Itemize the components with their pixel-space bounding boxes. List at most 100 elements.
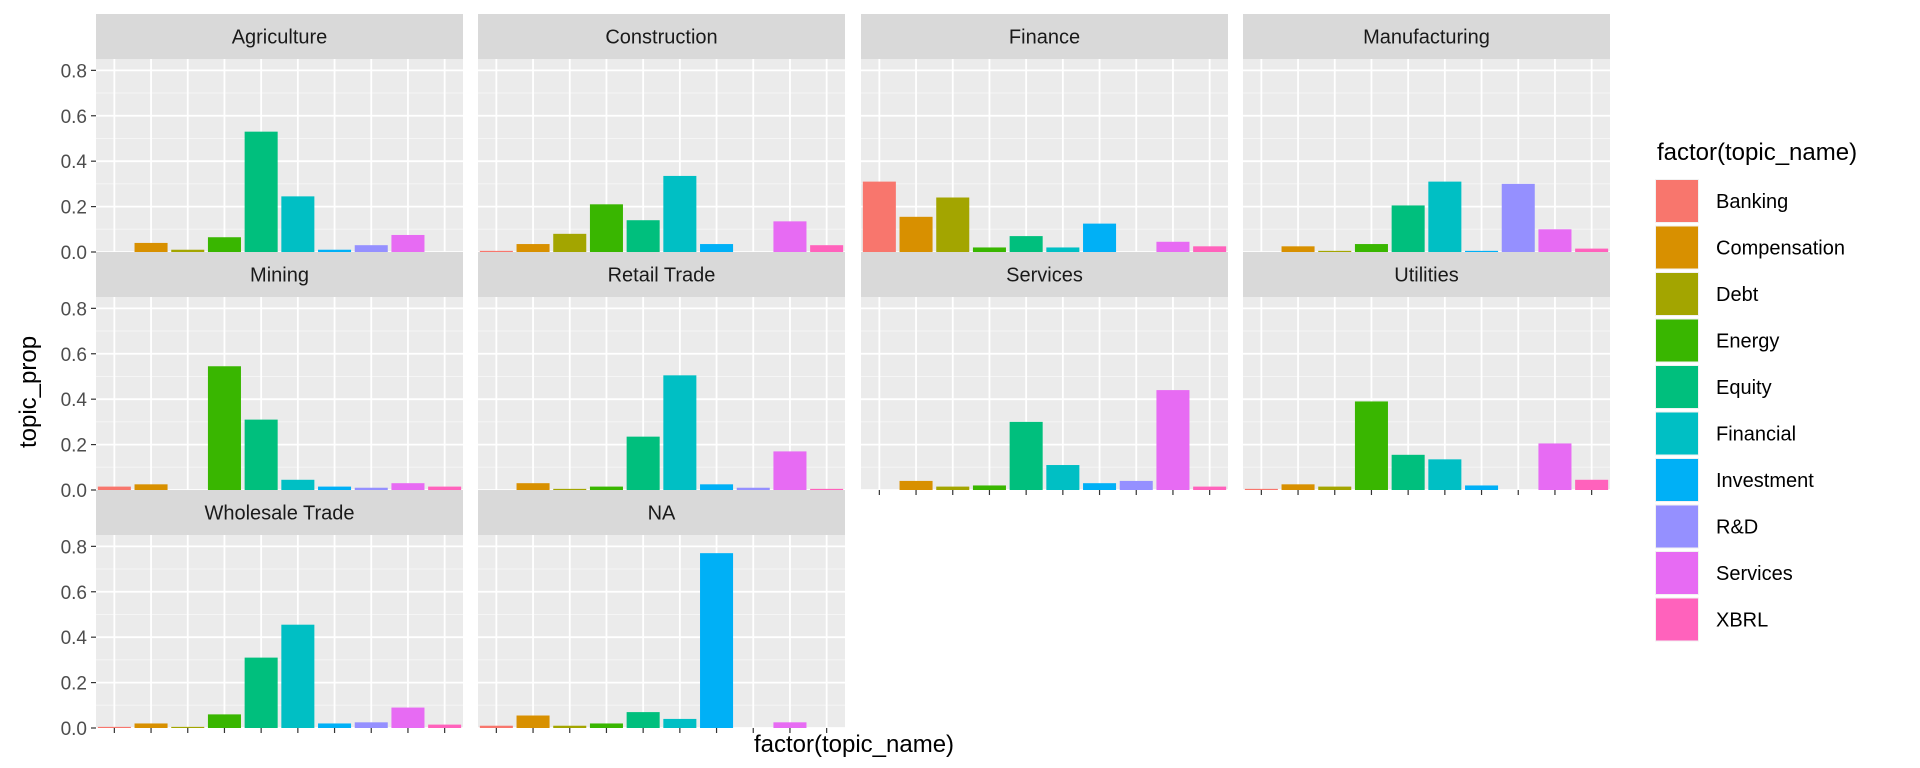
legend-label: Investment xyxy=(1716,470,1814,492)
bar-investment: Investment: 0.02 xyxy=(318,723,352,728)
legend-label: Energy xyxy=(1716,331,1779,353)
facet-strip xyxy=(96,490,463,535)
panel-background xyxy=(478,59,845,252)
bar-compensation: Compensation: 0.035 xyxy=(516,244,550,252)
bar-energy: Energy: 0.02 xyxy=(972,485,1006,490)
legend-key xyxy=(1656,552,1698,594)
y-tick-label: 0.4 xyxy=(61,390,88,411)
bar-xbrl: XBRL: 0.045 xyxy=(1575,479,1609,490)
bar-equity: Equity: 0.31 xyxy=(244,657,278,728)
bar-debt: Debt: 0.01 xyxy=(171,249,205,252)
bar-investment: Investment: 0.005 xyxy=(1465,250,1499,252)
legend-item-energy: Energy xyxy=(1655,318,1779,363)
facet-strip-label: Finance xyxy=(1009,27,1080,49)
bar-financial: Financial: 0.02 xyxy=(1046,247,1080,252)
bar-xbrl: XBRL: 0.03 xyxy=(810,245,844,252)
legend-label: XBRL xyxy=(1716,610,1768,632)
legend-label: Services xyxy=(1716,563,1793,585)
legend-key xyxy=(1656,412,1698,455)
panel-background xyxy=(478,535,845,728)
facet-mining: Mining Banking: 0.015Compensation: 0.025 E… xyxy=(61,252,463,502)
legend-item-xbrl: XBRL xyxy=(1655,597,1768,642)
bar-services: Services: 0.17 xyxy=(773,451,807,490)
legend-title: factor(topic_name) xyxy=(1657,139,1857,166)
y-tick-label: 0.4 xyxy=(61,152,88,173)
facet-strip-label: Retail Trade xyxy=(608,265,716,287)
bar-energy: Energy: 0.015 xyxy=(589,486,623,490)
bar-r-d: R&D: 0.025 xyxy=(354,722,388,728)
y-tick-label: 0.6 xyxy=(61,583,87,604)
bar-energy: Energy: 0.02 xyxy=(972,247,1006,252)
legend-item-r-d: R&D xyxy=(1655,504,1758,549)
bar-services: Services: 0.135 xyxy=(773,221,807,252)
facet-strip-label: Utilities xyxy=(1394,265,1458,287)
facet-strip xyxy=(861,14,1228,59)
bar-compensation: Compensation: 0.04 xyxy=(134,242,168,252)
facet-strip xyxy=(1243,252,1610,297)
bar-r-d: R&D: 0.03 xyxy=(354,245,388,252)
legend-item-banking: Banking xyxy=(1655,179,1788,223)
bar-investment: Investment: 0.02 xyxy=(1465,485,1499,490)
bar-debt: Debt: 0.005 xyxy=(553,488,587,490)
bar-xbrl: XBRL: 0.015 xyxy=(1575,248,1609,252)
legend-key xyxy=(1656,459,1698,501)
legend-key xyxy=(1656,598,1698,641)
bar-equity: Equity: 0.07 xyxy=(626,712,660,728)
bar-energy: Energy: 0.06 xyxy=(207,714,241,728)
facet-agriculture: AgricultureCompensation: 0.04Debt: 0.01E… xyxy=(61,14,463,264)
bar-energy: Energy: 0.035 xyxy=(1354,244,1388,252)
bar-compensation: Compensation: 0.03 xyxy=(516,483,550,490)
y-axis-title: topic_prop xyxy=(15,336,42,448)
bar-compensation: Compensation: 0.055 xyxy=(516,715,550,728)
legend-key xyxy=(1656,273,1698,315)
bar-investment: Investment: 0.025 xyxy=(700,484,734,490)
legend-item-financial: Financial xyxy=(1655,411,1796,456)
bar-services: Services: 0.09 xyxy=(391,707,425,728)
bar-energy: Energy: 0.21 xyxy=(589,204,623,252)
bar-xbrl: XBRL: 0.025 xyxy=(1193,246,1227,252)
y-tick-label: 0.6 xyxy=(61,345,87,366)
bar-equity: Equity: 0.07 xyxy=(1009,236,1043,252)
panel-background xyxy=(96,297,463,490)
panel-background xyxy=(96,59,463,252)
panel-background xyxy=(1243,59,1610,252)
facet-strip-label: Mining xyxy=(250,265,309,287)
facet-strip-label: Manufacturing xyxy=(1363,27,1490,49)
y-tick-label: 0.0 xyxy=(61,719,87,740)
facet-strip-label: NA xyxy=(648,503,676,525)
facet-strip-label: Construction xyxy=(605,27,717,49)
legend-label: Compensation xyxy=(1716,238,1845,260)
facet-strip xyxy=(1243,14,1610,59)
y-tick-label: 0.2 xyxy=(61,436,87,457)
y-tick-label: 0.2 xyxy=(61,674,87,695)
bar-banking: Banking: 0.015 xyxy=(97,486,131,490)
bar-compensation: Compensation: 0.155 xyxy=(899,216,933,252)
legend: factor(topic_name) Banking Compensation De… xyxy=(1655,139,1857,642)
y-tick-label: 0.6 xyxy=(61,107,87,128)
facet-strip xyxy=(478,252,845,297)
legend-item-debt: Debt xyxy=(1655,272,1759,316)
bar-debt: Debt: 0.005 xyxy=(1318,250,1352,252)
legend-key xyxy=(1656,180,1698,222)
facet-finance: Finance Banking: 0.31Compensation: 0.155D… xyxy=(861,14,1228,257)
bar-xbrl: XBRL: 0.015 xyxy=(428,724,462,728)
bar-banking: Banking: 0.005 xyxy=(1244,488,1278,490)
bar-investment: Investment: 0.03 xyxy=(1083,483,1117,490)
bar-investment: Investment: 0.01 xyxy=(318,249,352,252)
bar-financial: Financial: 0.04 xyxy=(663,718,697,728)
legend-key xyxy=(1656,505,1698,548)
bar-financial: Financial: 0.11 xyxy=(1046,465,1080,490)
y-tick-label: 0.2 xyxy=(61,198,87,219)
facet-strip xyxy=(861,252,1228,297)
facet-strip xyxy=(478,490,845,535)
bar-investment: Investment: 0.035 xyxy=(700,244,734,252)
bar-equity: Equity: 0.3 xyxy=(1009,421,1043,490)
facet-construction: Construction Banking: 0.005Compensation: … xyxy=(478,14,845,257)
bar-services: Services: 0.205 xyxy=(1538,443,1572,490)
bar-banking: Banking: 0.005 xyxy=(97,726,131,728)
bar-compensation: Compensation: 0.04 xyxy=(899,480,933,490)
bar-financial: Financial: 0.31 xyxy=(1428,181,1462,252)
legend-label: Financial xyxy=(1716,424,1796,446)
bar-services: Services: 0.045 xyxy=(1156,241,1190,252)
